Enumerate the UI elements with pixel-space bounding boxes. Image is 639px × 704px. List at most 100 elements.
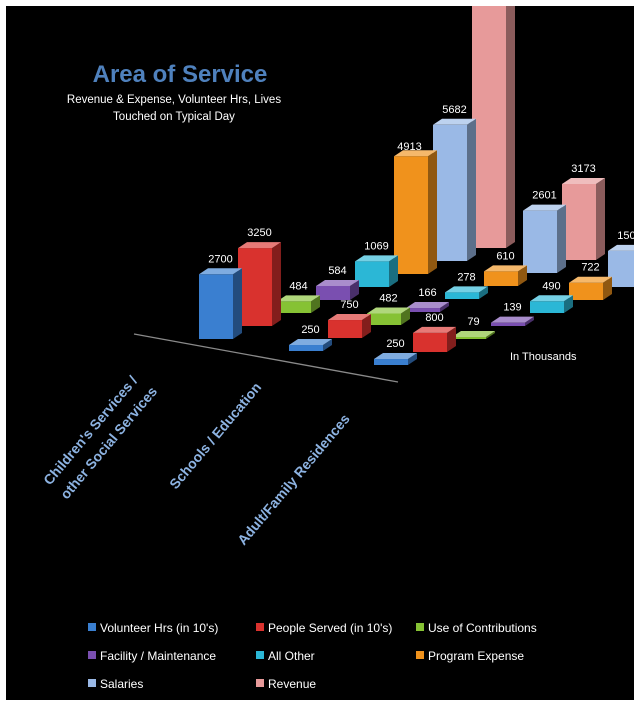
bar-0-0: 2700 bbox=[199, 253, 242, 339]
units-annotation: In Thousands bbox=[510, 351, 577, 363]
bar-front bbox=[452, 337, 486, 339]
bar-4-0: 1069 bbox=[355, 240, 398, 287]
bar-value-label: 610 bbox=[496, 250, 514, 262]
bar-value-label: 490 bbox=[542, 280, 560, 292]
bar-side bbox=[362, 314, 371, 338]
bar-1-1: 750 bbox=[328, 299, 371, 338]
legend-swatch bbox=[256, 679, 264, 687]
bar-3-2: 139 bbox=[491, 302, 534, 326]
bar-side bbox=[564, 295, 573, 313]
bar-front bbox=[367, 313, 401, 325]
bar-value-label: 4913 bbox=[397, 141, 421, 153]
bar-front bbox=[328, 320, 362, 338]
bar-2-1: 482 bbox=[367, 292, 410, 325]
bar-2-0: 484 bbox=[277, 280, 320, 313]
bar-front bbox=[608, 250, 634, 287]
legend-swatch bbox=[256, 623, 264, 631]
bar-front bbox=[562, 183, 596, 260]
bar-top bbox=[569, 276, 612, 283]
bar-5-0: 4913 bbox=[394, 141, 437, 274]
category-label-line: Schools / Education bbox=[166, 379, 264, 492]
bar-4-1: 278 bbox=[445, 271, 488, 299]
bar-top bbox=[452, 331, 495, 337]
legend-swatch bbox=[416, 623, 424, 631]
bar-top bbox=[374, 353, 417, 360]
bar-value-label: 3250 bbox=[247, 227, 271, 239]
bar-value-label: 722 bbox=[581, 262, 599, 274]
chart-subtitle-line: Touched on Typical Day bbox=[113, 111, 235, 123]
chart-area: Area of Service Revenue & Expense, Volunt… bbox=[40, 6, 634, 691]
bar-top bbox=[199, 268, 242, 275]
bar-front bbox=[491, 322, 525, 326]
bar-side bbox=[479, 286, 488, 299]
bar-value-label: 250 bbox=[301, 324, 319, 336]
bar-6-1: 2601 bbox=[523, 190, 566, 273]
chart-subtitle-line: Revenue & Expense, Volunteer Hrs, Lives bbox=[67, 94, 281, 106]
bar-front bbox=[238, 248, 272, 326]
legend-item: Salaries bbox=[88, 677, 143, 691]
bar-value-label: 79 bbox=[467, 316, 479, 328]
legend-label: Salaries bbox=[100, 677, 143, 691]
bar-top bbox=[355, 255, 398, 262]
bar-value-label: 484 bbox=[289, 280, 307, 292]
bar-side bbox=[350, 280, 359, 300]
bar-top bbox=[367, 307, 410, 314]
bar-top bbox=[562, 177, 605, 184]
chart-title: Area of Service bbox=[93, 61, 268, 88]
bar-top bbox=[316, 280, 359, 287]
bars-group: 1076431735682260149132779610106915072785… bbox=[199, 6, 634, 365]
legend-label: Program Expense bbox=[428, 649, 524, 663]
bar-top bbox=[491, 316, 534, 323]
bar-value-label: 1069 bbox=[364, 240, 388, 252]
legend-swatch bbox=[88, 679, 96, 687]
bar-top bbox=[433, 118, 476, 125]
bar-value-label: 3173 bbox=[571, 163, 595, 175]
category-label: Adult/Family Residences bbox=[234, 411, 353, 548]
bar-front bbox=[289, 345, 323, 351]
legend-swatch bbox=[416, 651, 424, 659]
bar-side bbox=[486, 331, 495, 339]
bar-value-label: 482 bbox=[379, 292, 397, 304]
bar-side bbox=[272, 242, 281, 326]
bar-value-label: 2601 bbox=[532, 190, 556, 202]
bar-1-2: 800 bbox=[413, 312, 456, 352]
bar-top bbox=[523, 204, 566, 211]
bar-front bbox=[316, 286, 350, 300]
bar-side bbox=[428, 150, 437, 274]
bar-side bbox=[323, 339, 332, 351]
bar-3-0: 584 bbox=[316, 265, 359, 300]
bar-side bbox=[518, 265, 527, 286]
floor-line-group bbox=[133, 333, 399, 383]
bar-top bbox=[238, 242, 281, 249]
bar-front bbox=[413, 332, 447, 352]
chart-frame: Area of Service Revenue & Expense, Volunt… bbox=[6, 6, 634, 700]
bar-top bbox=[328, 314, 371, 321]
bar-front bbox=[433, 124, 467, 262]
bar-6-0: 5682 bbox=[433, 104, 476, 262]
legend-swatch bbox=[88, 651, 96, 659]
bar-top bbox=[406, 302, 449, 309]
legend-item: Program Expense bbox=[416, 649, 524, 663]
bar-side bbox=[596, 177, 605, 260]
bar-top bbox=[413, 326, 456, 333]
bar-top bbox=[445, 286, 488, 293]
floor-baseline bbox=[133, 333, 399, 383]
bar-3-1: 166 bbox=[406, 287, 449, 312]
bar-front bbox=[406, 308, 440, 312]
bar-front bbox=[394, 156, 428, 274]
bar-side bbox=[525, 316, 534, 326]
bar-side bbox=[389, 255, 398, 287]
bar-1-0: 3250 bbox=[238, 227, 281, 326]
bar-front bbox=[199, 274, 233, 339]
bar-7-0: 10764 bbox=[472, 6, 515, 248]
bar-side bbox=[440, 302, 449, 312]
bar-5-1: 610 bbox=[484, 250, 527, 286]
bar-top bbox=[289, 339, 332, 346]
bar-front bbox=[523, 210, 557, 273]
bar-front bbox=[530, 301, 564, 313]
bar-front bbox=[569, 282, 603, 300]
legend-label: Use of Contributions bbox=[428, 621, 537, 635]
bar-front bbox=[472, 6, 506, 248]
bar-value-label: 2700 bbox=[208, 253, 232, 265]
bar-side bbox=[603, 276, 612, 300]
